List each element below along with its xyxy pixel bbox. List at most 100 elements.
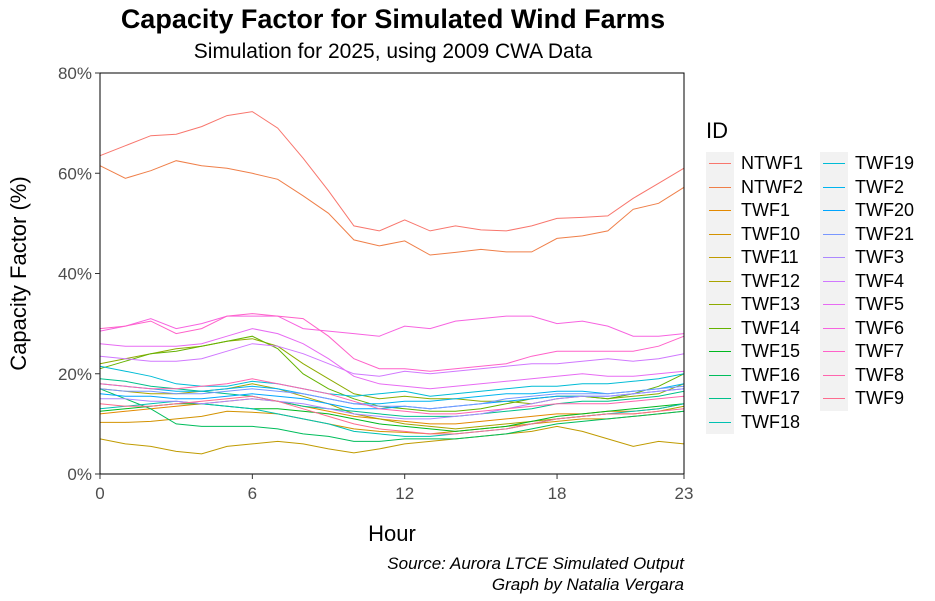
legend-label: TWF7 [855,341,904,361]
series-line-twf5 [99,328,685,390]
series-line-twf9 [99,395,685,435]
x-tick-label: 0 [95,484,104,503]
legend-swatch [709,280,731,282]
legend-item-twf4: TWF4 [820,269,935,293]
legend-item-ntwf2: NTWF2 [706,175,826,199]
y-tick-label: 80% [58,64,92,83]
series-line-twf11 [99,425,685,455]
y-tick-label: 0% [67,465,92,484]
chart-caption: Source: Aurora LTCE Simulated Output Gra… [387,553,684,595]
legend-key [706,222,734,246]
legend-swatch [823,233,845,235]
legend-item-twf9: TWF9 [820,387,935,411]
chart-subtitle: Simulation for 2025, using 2009 CWA Data [193,40,593,63]
legend-item-twf7: TWF7 [820,340,935,364]
legend-swatch [823,257,845,259]
caption-author: Graph by Natalia Vergara [491,575,684,594]
legend-label: TWF16 [741,364,801,385]
legend-key [706,152,734,176]
chart-title: Capacity Factor for Simulated Wind Farms [120,4,666,34]
legend-key [706,199,734,223]
series-line-ntwf2 [99,160,685,256]
legend-swatch [709,398,731,400]
legend-swatch [709,327,731,329]
legend-key [706,387,734,411]
legend-key [820,387,848,411]
legend-key [820,175,848,199]
legend-key [706,293,734,317]
legend-swatch [709,186,731,188]
legend-swatch [709,210,731,212]
x-tick-label: 12 [395,484,414,503]
legend-key [706,175,734,199]
legend-item-twf19: TWF19 [820,152,935,176]
legend-column: TWF19 TWF2 TWF20 TWF21 TWF3 TWF4 TWF5 TWF6 TWF7 T… [820,152,935,411]
series-line-twf19 [99,365,685,397]
legend-item-twf21: TWF21 [820,222,935,246]
legend-label: TWF1 [741,200,790,220]
y-axis-label: Capacity Factor (%) [6,176,31,370]
legend-swatch [823,304,845,306]
legend-key [820,363,848,387]
legend-key [706,340,734,364]
legend-label: TWF15 [741,341,801,361]
legend-key [820,293,848,317]
legend-item-twf17: TWF17 [706,387,826,411]
legend-swatch [709,374,731,376]
x-tick-label: 6 [248,484,257,503]
legend-swatch [709,351,731,353]
series-line-twf16 [99,388,685,442]
y-tick-label: 20% [58,365,92,384]
y-tick-label: 40% [58,265,92,284]
legend-key [706,410,734,434]
series-line-twf2 [99,383,685,405]
legend-label: TWF6 [855,317,904,338]
legend-swatch [709,163,731,165]
legend-item-twf5: TWF5 [820,293,935,317]
legend-label: TWF14 [741,317,801,338]
legend-item-twf15: TWF15 [706,340,826,364]
legend-item-twf14: TWF14 [706,316,826,340]
legend-item-twf13: TWF13 [706,293,826,317]
legend-item-twf10: TWF10 [706,222,826,246]
plot-frame [99,72,685,475]
legend-key [706,269,734,293]
legend-label: TWF2 [855,176,904,197]
series-line-twf7 [99,313,685,372]
series-layer [99,111,685,455]
legend-key [820,199,848,223]
legend-label: TWF5 [855,294,904,314]
legend-label: TWF8 [855,364,904,385]
legend-key [706,363,734,387]
x-tick-label: 23 [675,484,694,503]
legend-item-twf6: TWF6 [820,316,935,340]
legend-item-twf3: TWF3 [820,246,935,270]
legend-key [820,340,848,364]
legend-item-twf16: TWF16 [706,363,826,387]
legend-swatch [823,327,845,329]
legend-label: TWF19 [855,153,915,173]
legend-swatch [823,186,845,188]
legend-key [820,222,848,246]
legend-key [706,316,734,340]
legend-label: TWF17 [741,388,801,408]
legend-swatch [709,257,731,259]
legend-item-twf2: TWF2 [820,175,935,199]
legend-label: TWF4 [855,270,904,291]
legend-item-twf11: TWF11 [706,246,826,270]
legend-item-twf12: TWF12 [706,269,826,293]
legend-item-twf1: TWF1 [706,199,826,223]
series-line-twf21 [99,385,685,410]
series-line-twf6 [99,315,685,337]
legend-label: TWF20 [855,200,915,220]
legend-swatch [823,351,845,353]
legend-key [706,246,734,270]
legend-label: TWF11 [741,247,799,267]
x-tick-label: 18 [548,484,567,503]
legend-label: TWF9 [855,388,904,408]
series-line-twf8 [99,378,685,415]
legend-label: NTWF1 [741,153,803,173]
legend-key [820,246,848,270]
legend-swatch [709,304,731,306]
